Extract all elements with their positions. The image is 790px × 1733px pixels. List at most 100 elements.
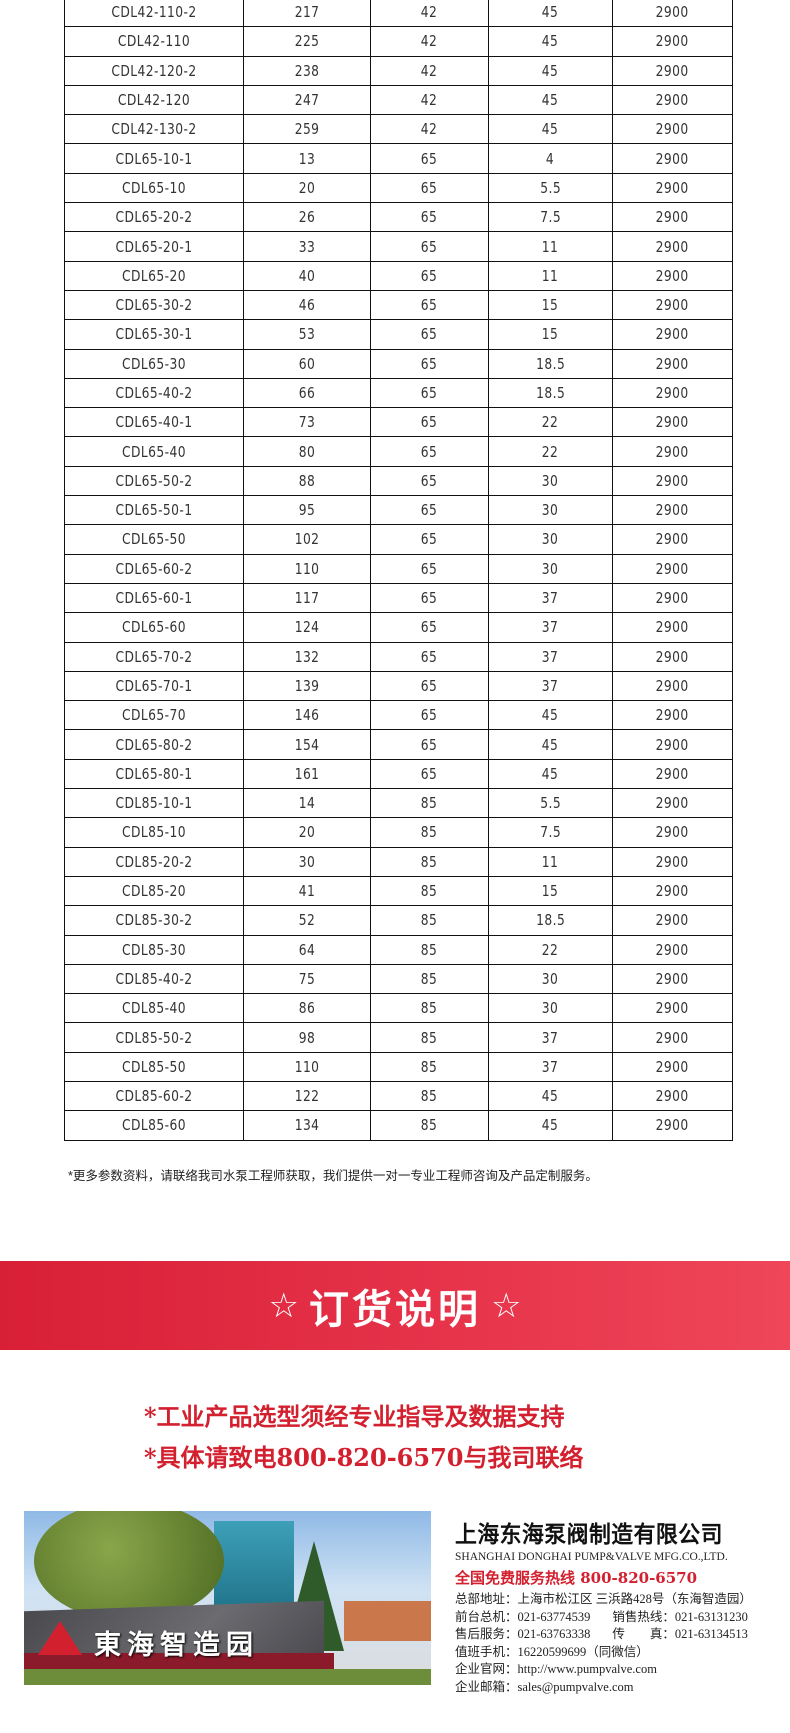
cell-diameter: 65 [370,582,489,614]
website-link[interactable]: 企业官网：http://www.pumpvalve.com [455,1662,657,1677]
cell-speed: 2900 [612,993,733,1024]
cell-flow: 139 [243,670,371,702]
cell-text: 75 [298,969,316,988]
table-row: CDL65-40-1 73 65 22 2900 [64,407,733,438]
cell-power: 37 [488,1051,613,1082]
cell-text: 45 [542,61,559,80]
cell-text: 2900 [656,706,689,725]
cell-text: 2900 [656,296,689,315]
cell-model: CDL85-10-1 [64,788,244,819]
table-row: CDL65-60-2 110 65 30 2900 [64,553,733,584]
cell-text: 65 [421,764,438,783]
cell-diameter: 65 [370,289,489,321]
cell-power: 22 [488,407,613,438]
cell-flow: 238 [243,55,371,86]
cell-text: 45 [542,91,559,110]
cell-flow: 110 [243,1051,371,1082]
cell-flow: 46 [243,289,371,321]
cell-text: 217 [294,3,320,22]
cell-flow: 217 [243,0,371,28]
cell-text: 2900 [656,149,689,168]
cell-diameter: 65 [370,495,489,526]
cell-text: 46 [298,296,316,315]
cell-text: 2900 [656,120,689,139]
cell-text: 161 [294,764,320,783]
cell-power: 45 [488,84,613,116]
cell-text: CDL65-50-1 [115,501,193,520]
table-row: CDL85-60-2 122 85 45 2900 [64,1080,733,1112]
cell-text: 45 [542,3,559,22]
cell-flow: 88 [243,465,371,497]
cell-text: CDL85-60 [122,1116,186,1135]
cell-text: 85 [421,794,438,813]
cell-text: 37 [542,589,559,608]
cell-model: CDL65-80-1 [64,758,244,790]
cell-text: CDL65-40-1 [115,413,193,432]
cell-text: CDL85-20-2 [115,852,193,871]
cell-model: CDL65-60 [64,612,244,643]
cell-diameter: 65 [370,758,489,790]
sales-hotline: 销售热线：021-63131230 [612,1609,748,1624]
table-row: CDL85-50 110 85 37 2900 [64,1051,733,1082]
table-row: CDL65-70 146 65 45 2900 [64,700,733,731]
cell-text: 11 [542,852,559,871]
table-row: CDL42-110-2 217 42 45 2900 [64,0,733,28]
cell-text: 45 [542,764,559,783]
cell-diameter: 85 [370,817,489,848]
table-row: CDL65-30-1 53 65 15 2900 [64,319,733,350]
cell-text: 37 [542,676,559,695]
cell-text: 86 [298,999,316,1018]
table-row: CDL65-40 80 65 22 2900 [64,436,733,467]
cell-text: CDL65-60 [122,618,186,637]
cell-text: 60 [298,354,316,373]
cell-text: CDL65-30-2 [115,296,193,315]
email-link[interactable]: 企业邮箱：sales@pumpvalve.com [455,1679,634,1694]
cell-flow: 146 [243,700,371,731]
cell-text: 2900 [656,559,689,578]
cell-diameter: 65 [370,553,489,584]
cell-text: 2900 [656,1057,689,1076]
cell-model: CDL85-30 [64,934,244,965]
cell-diameter: 85 [370,875,489,907]
cell-flow: 102 [243,524,371,555]
cell-text: 65 [421,501,438,520]
cell-text: 2900 [656,208,689,227]
cell-text: CDL42-110 [117,32,191,51]
cell-text: CDL85-20 [122,882,186,901]
cell-text: 2900 [656,969,689,988]
cell-speed: 2900 [612,1022,733,1053]
cell-text: 65 [421,149,438,168]
cell-text: 2900 [656,237,689,256]
company-name-cn: 上海东海泵阀制造有限公司 [455,1522,723,1548]
cell-speed: 2900 [612,1051,733,1082]
table-row: CDL65-50-1 95 65 30 2900 [64,495,733,526]
cell-text: 30 [542,999,559,1018]
cell-text: 18.5 [535,911,566,930]
table-row: CDL85-20-2 30 85 11 2900 [64,846,733,877]
cell-text: 65 [421,413,438,432]
cell-diameter: 65 [370,641,489,672]
cell-model: CDL42-120-2 [64,55,244,86]
fax: 传 真：021-63134513 [612,1627,748,1642]
cell-text: 2900 [656,1028,689,1047]
cell-text: 11 [542,237,559,256]
cell-text: CDL65-30-1 [115,325,193,344]
table-row: CDL85-30 64 85 22 2900 [64,934,733,965]
table-row: CDL65-70-1 139 65 37 2900 [64,670,733,702]
cell-text: 7.5 [540,823,561,842]
cell-text: 37 [542,618,559,637]
cell-power: 5.5 [488,788,613,819]
cell-text: 7.5 [540,208,561,227]
cell-speed: 2900 [612,846,733,877]
cell-power: 45 [488,55,613,86]
table-row: CDL65-50-2 88 65 30 2900 [64,465,733,497]
cell-text: 2900 [656,589,689,608]
cell-text: 2900 [656,61,689,80]
cell-power: 30 [488,993,613,1024]
cell-text: 85 [421,1057,438,1076]
cell-diameter: 85 [370,788,489,819]
cell-text: 2900 [656,882,689,901]
cell-model: CDL65-10-1 [64,143,244,174]
table-row: CDL65-60 124 65 37 2900 [64,612,733,643]
cell-text: CDL85-50 [122,1057,186,1076]
